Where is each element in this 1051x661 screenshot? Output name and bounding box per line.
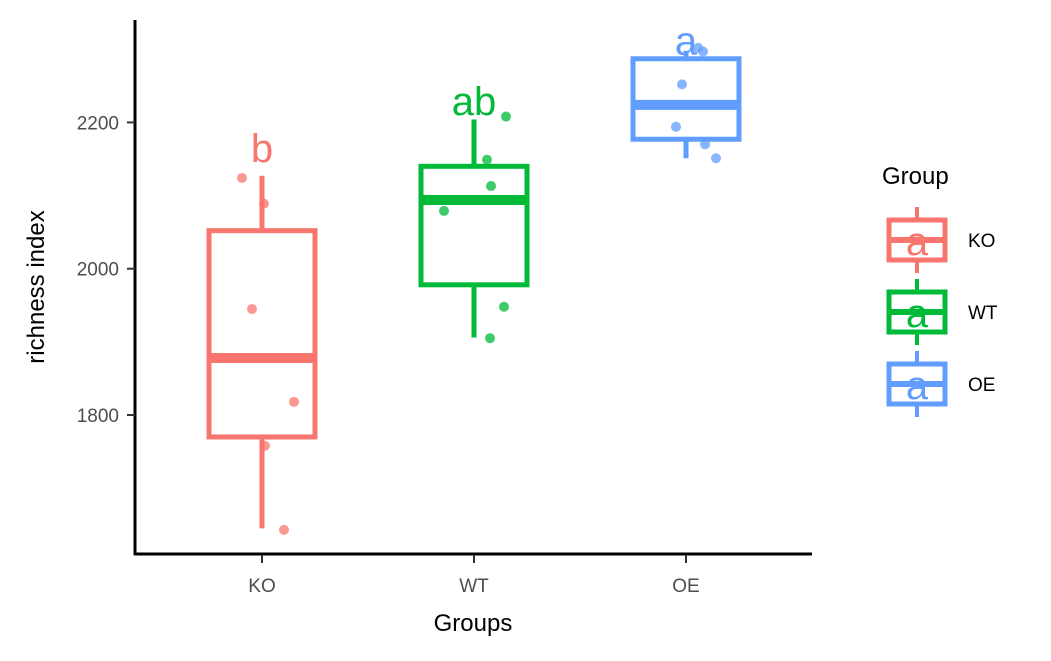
iqr-box-oe: [630, 56, 742, 142]
data-point-oe: [711, 153, 721, 164]
significance-labels-layer: b ab a: [251, 19, 698, 171]
legend: Group a KO a WT a OE: [882, 163, 998, 417]
legend-label-wt: WT: [968, 303, 998, 324]
box-oe: [630, 50, 742, 159]
legend-label-oe: OE: [968, 375, 995, 396]
legend-glyph-wt: a: [906, 292, 929, 336]
legend-key-wt: a WT: [886, 279, 998, 345]
data-point-wt: [482, 154, 492, 165]
y-ticks: 1800 2000 2200: [77, 113, 135, 427]
legend-label-ko: KO: [968, 231, 995, 252]
data-point-wt: [501, 111, 511, 122]
y-axis-title: richness index: [23, 210, 50, 363]
data-point-ko: [259, 198, 269, 209]
data-point-wt: [486, 181, 496, 192]
data-point-wt: [499, 301, 509, 312]
significance-label-wt: ab: [452, 80, 497, 124]
y-tick-label-2000: 2000: [77, 260, 119, 281]
boxes-layer: [206, 50, 742, 529]
data-point-ko: [279, 524, 289, 535]
iqr-box-ko: [206, 228, 318, 440]
data-point-oe: [698, 46, 708, 57]
points-layer: [237, 42, 721, 535]
legend-key-oe: a OE: [886, 351, 995, 417]
iqr-box-wt: [418, 163, 530, 288]
x-tick-label-oe: OE: [672, 576, 699, 597]
box-wt: [418, 119, 530, 338]
x-tick-label-wt: WT: [459, 576, 489, 597]
box-ko: [206, 175, 318, 529]
legend-glyph-ko: a: [906, 220, 929, 264]
legend-keys: a KO a WT a OE: [886, 207, 998, 417]
y-tick-label-1800: 1800: [77, 406, 119, 427]
significance-label-oe: a: [675, 19, 698, 63]
x-axis-title: Groups: [434, 610, 513, 637]
data-point-ko: [289, 396, 299, 407]
data-point-wt: [485, 333, 495, 344]
data-point-wt: [439, 205, 449, 216]
legend-title: Group: [882, 163, 949, 190]
data-point-ko: [237, 173, 247, 184]
significance-label-ko: b: [251, 127, 273, 171]
legend-key-ko: a KO: [886, 207, 995, 273]
data-point-oe: [677, 79, 687, 90]
data-point-ko: [260, 440, 270, 451]
data-point-oe: [671, 121, 681, 132]
data-point-ko: [247, 303, 257, 314]
legend-glyph-oe: a: [906, 364, 929, 408]
data-point-oe: [700, 139, 710, 150]
x-tick-label-ko: KO: [248, 576, 275, 597]
y-tick-label-2200: 2200: [77, 113, 119, 134]
x-ticks: KO WT OE: [248, 555, 700, 597]
